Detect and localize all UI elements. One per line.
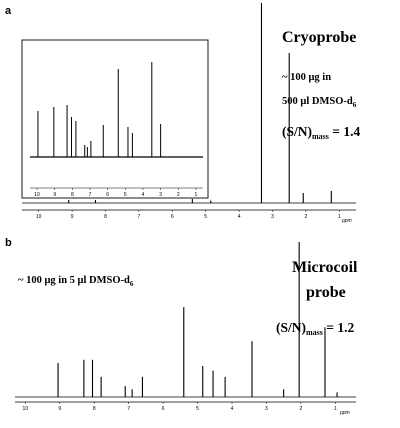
- tick-label: 7: [127, 406, 130, 412]
- panel-a-inset-frame: [21, 39, 209, 199]
- panel-a-spectrum: a 10 9 8 7 6 5 4 3 2 1 ppm 10 9 8 7 6 5 4 3 2 1 Cryoprobe …: [5, 3, 360, 224]
- panel-a-inset-trace: [30, 62, 203, 158]
- tick-label: 8: [71, 192, 74, 198]
- panel-a-inset-x-ticks: 10 9 8 7 6 5 4 3 2 1: [34, 188, 198, 198]
- tick-label: 3: [265, 406, 268, 412]
- panel-b-ppm-label: ppm: [339, 410, 350, 416]
- tick-label: 8: [93, 406, 96, 412]
- panel-a-letter: a: [5, 5, 12, 17]
- tick-label: 6: [171, 214, 174, 220]
- tick-label: 9: [71, 214, 74, 220]
- panel-a-trace: [22, 3, 356, 204]
- tick-label: 3: [159, 192, 162, 198]
- panel-b-spectrum: b 10 9 8 7 6 5 4 3 2 1 ppm ~ 100 μg in 5 μl DMSO-…: [5, 237, 358, 416]
- panel-a-ppm-label: ppm: [341, 218, 352, 224]
- panel-a-x-ticks: 10 9 8 7 6 5 4 3 2 1: [36, 210, 341, 220]
- tick-label: 10: [23, 406, 29, 412]
- tick-label: 4: [142, 192, 145, 198]
- tick-label: 1: [195, 192, 198, 198]
- tick-label: 2: [305, 214, 308, 220]
- tick-label: 7: [89, 192, 92, 198]
- tick-label: 10: [34, 192, 40, 198]
- tick-label: 5: [204, 214, 207, 220]
- panel-b-title-line1: Microcoil: [292, 259, 358, 276]
- tick-label: 5: [124, 192, 127, 198]
- tick-label: 4: [238, 214, 241, 220]
- tick-label: 2: [299, 406, 302, 412]
- panel-a-title: Cryoprobe: [282, 29, 356, 46]
- tick-label: 1: [338, 214, 341, 220]
- tick-label: 9: [58, 406, 61, 412]
- tick-label: 4: [231, 406, 234, 412]
- tick-label: 1: [334, 406, 337, 412]
- tick-label: 5: [196, 406, 199, 412]
- tick-label: 6: [106, 192, 109, 198]
- panel-b-sample-line: ~ 100 μg in 5 μl DMSO-d6: [18, 275, 134, 288]
- tick-label: 8: [104, 214, 107, 220]
- panel-a-sample-line1: ~ 100 μg in: [282, 72, 331, 83]
- panel-b-x-ticks: 10 9 8 7 6 5 4 3 2 1: [23, 402, 337, 412]
- tick-label: 3: [271, 214, 274, 220]
- panel-b-sn-label: (S/N)mass = 1.2: [276, 320, 354, 337]
- tick-label: 10: [36, 214, 42, 220]
- tick-label: 2: [177, 192, 180, 198]
- panel-b-letter: b: [5, 237, 12, 249]
- tick-label: 7: [138, 214, 141, 220]
- panel-a-sample-line2: 500 μl DMSO-d6: [282, 96, 357, 109]
- tick-label: 6: [162, 406, 165, 412]
- panel-b-trace: [15, 242, 356, 398]
- tick-label: 9: [53, 192, 56, 198]
- panel-b-title-line2: probe: [306, 284, 346, 301]
- panel-a-sn-label: (S/N)mass = 1.4: [282, 124, 360, 141]
